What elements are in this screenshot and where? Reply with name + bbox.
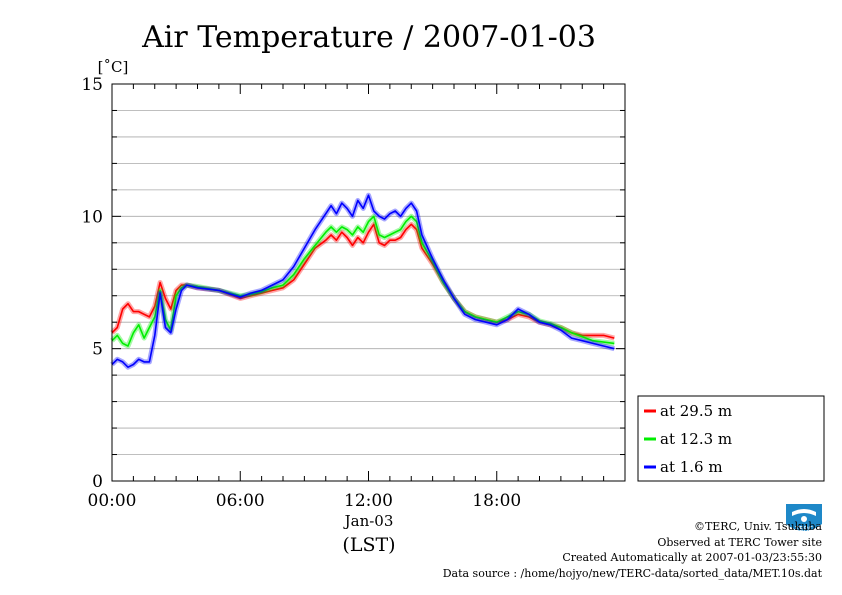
legend-label: at 29.5 m — [660, 402, 732, 420]
legend-box — [637, 395, 825, 482]
copyright-text: ©TERC, Univ. Tsukuba — [693, 520, 822, 533]
data-source-text: Data source : /home/hojyo/new/TERC-data/… — [442, 566, 822, 580]
created-timestamp: Created Automatically at 2007-01-03/23:5… — [562, 551, 822, 564]
series-layer — [110, 192, 615, 370]
series-line — [111, 215, 615, 347]
y-tick-labels: 0 5 10 15 — [81, 75, 103, 492]
x-tick-label: 00:00 — [88, 491, 137, 511]
y-tick-label: 5 — [92, 340, 103, 360]
y-tick-label: 15 — [81, 75, 103, 95]
chart-title: Air Temperature / 2007-01-03 — [141, 20, 596, 55]
credits-block: ©TERC, Univ. Tsukuba Observed at TERC To… — [443, 519, 822, 581]
x-tick-label: 12:00 — [344, 491, 393, 511]
svg-text:TERC: TERC — [794, 525, 813, 533]
series-line — [111, 194, 615, 368]
y-axis-unit-label: [˚C] — [98, 58, 129, 76]
plot-frame — [111, 83, 626, 482]
series-band — [110, 192, 615, 370]
axis-ticks — [111, 83, 626, 482]
legend: at 29.5 m at 12.3 m at 1.6 m — [637, 395, 825, 482]
x-tick-label: 06:00 — [216, 491, 265, 511]
grid-lines — [112, 110, 625, 455]
terc-logo-icon: TERC — [786, 504, 822, 533]
y-tick-label: 10 — [81, 207, 103, 227]
site-text: Observed at TERC Tower site — [657, 535, 822, 549]
legend-label: at 12.3 m — [660, 430, 732, 448]
x-tick-label: 18:00 — [472, 491, 521, 511]
x-axis-date-label: Jan-03 — [343, 512, 394, 530]
series-band — [110, 213, 615, 349]
x-axis-timezone-label: (LST) — [342, 534, 395, 556]
legend-label: at 1.6 m — [660, 458, 723, 476]
y-tick-label: 0 — [92, 472, 103, 492]
x-tick-labels: 00:00 06:00 12:00 18:00 — [88, 491, 522, 511]
